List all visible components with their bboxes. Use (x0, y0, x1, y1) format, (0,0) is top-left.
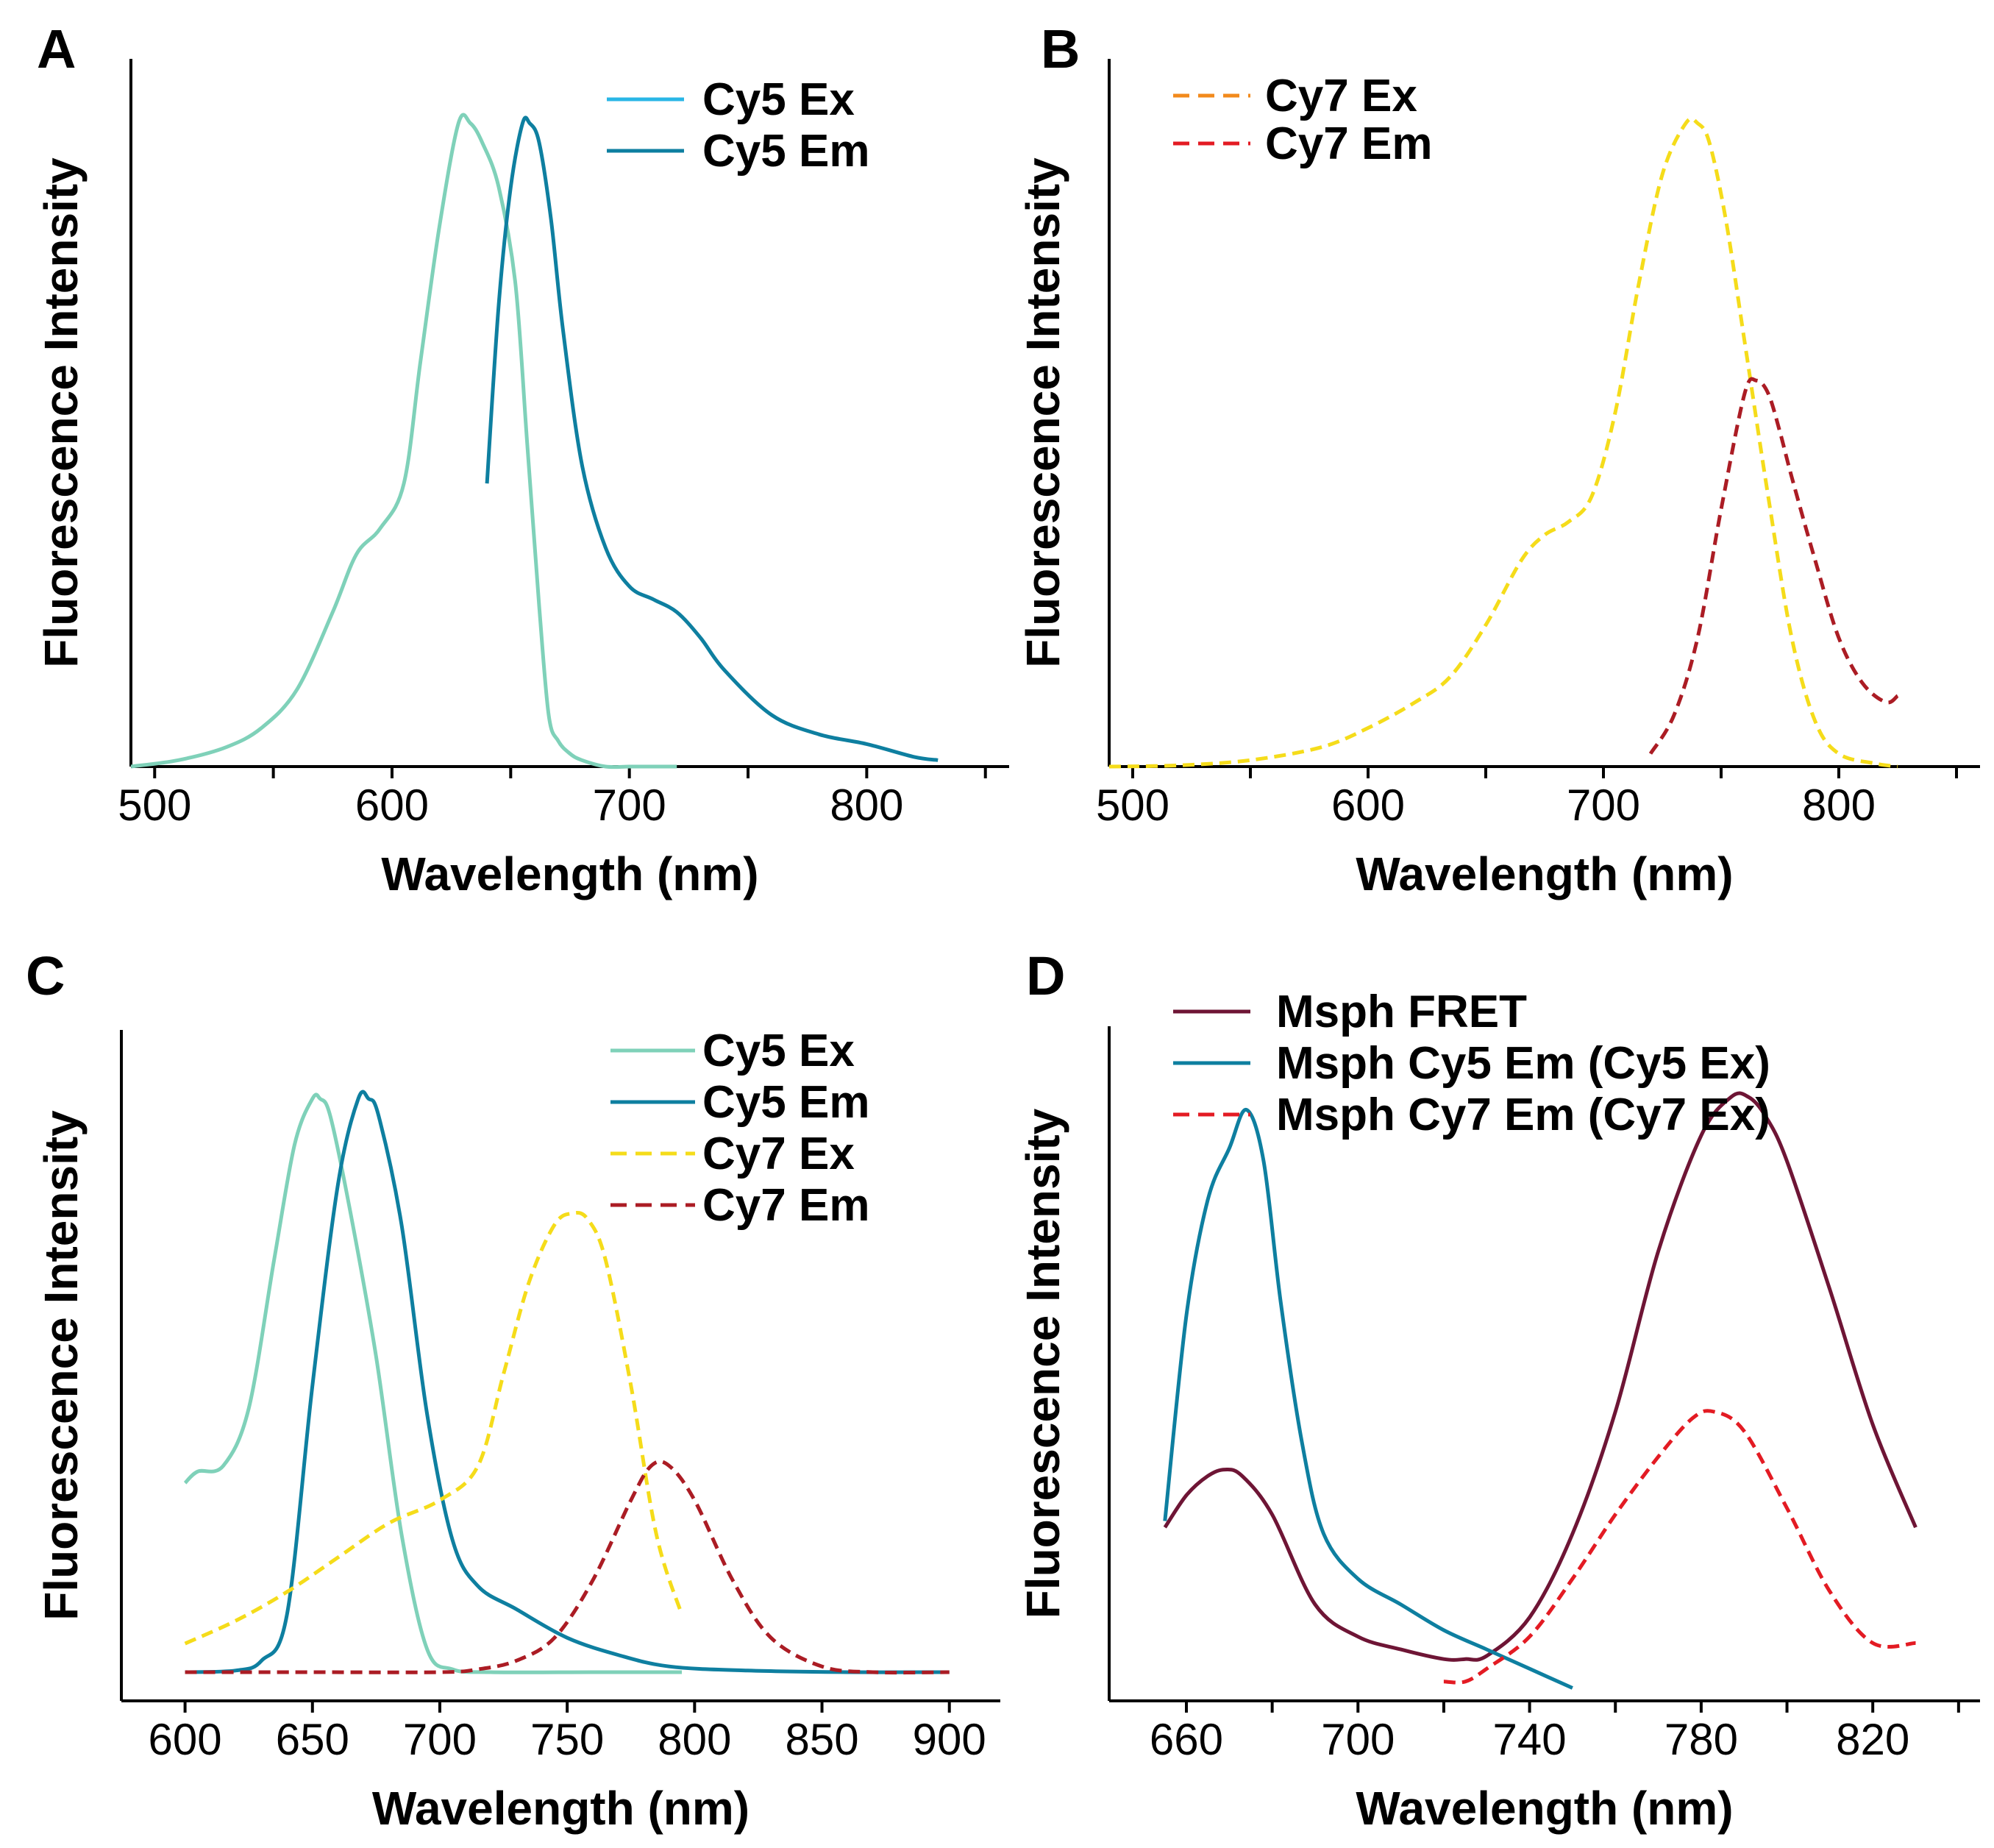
x-tick-label: 850 (785, 1715, 858, 1764)
panel-letter: C (26, 945, 65, 1006)
y-axis-title: Fluorescence Intensity (1016, 1108, 1069, 1618)
x-tick-label: 600 (355, 781, 429, 830)
series-line-cy7-ex (184, 1211, 684, 1646)
legend-label: Msph Cy5 Em (Cy5 Ex) (1276, 1038, 1770, 1089)
x-tick-label: 700 (593, 781, 666, 830)
x-tick-label: 650 (276, 1715, 349, 1764)
series-line-cy7-em (185, 1460, 950, 1675)
series-line-cy5-em (485, 115, 939, 762)
panel-c: C 600 650 700 750 800 850 900 Wavelength (nm) Flu… (26, 945, 1000, 1835)
x-tick-label: 750 (530, 1715, 604, 1764)
x-axis-title: Wavelength (nm) (1356, 1782, 1733, 1835)
x-tick-label: 800 (1802, 781, 1876, 830)
panel-b: B 500 600 700 800 Wavelength (nm) Fluorescence… (1016, 18, 1980, 900)
x-tick-label: 700 (1567, 781, 1640, 830)
series-line-msph-cy7-em-cy7-ex (1443, 1409, 1916, 1685)
x-tick-label: 660 (1150, 1715, 1223, 1764)
x-tick-label: 700 (1321, 1715, 1395, 1764)
x-tick-label: 820 (1836, 1715, 1909, 1764)
series-line-cy5-em (185, 1090, 950, 1674)
x-tick-label: 600 (1331, 781, 1405, 830)
x-tick-label: 700 (403, 1715, 477, 1764)
x-tick-label: 780 (1664, 1715, 1738, 1764)
legend-label: Msph Cy7 Em (Cy7 Ex) (1276, 1090, 1770, 1140)
panel-a: A 500 600 700 800 Wavelength (nm) Fluorescence… (35, 18, 1009, 900)
y-axis-title: Fluorescence Intensity (35, 157, 88, 668)
legend-label: Msph FRET (1276, 987, 1527, 1037)
series-line-cy5-ex (130, 113, 677, 770)
panel-d: D 660 700 740 780 820 Wavelength (nm) Fluoresce… (1016, 945, 1980, 1835)
panel-letter: A (37, 18, 76, 79)
x-tick-label: 800 (658, 1715, 731, 1764)
legend-label: Cy5 Ex (702, 1026, 855, 1076)
panel-letter: D (1026, 945, 1065, 1006)
series-line-msph-cy5-em-cy5-ex (1163, 1108, 1573, 1690)
legend-label: Cy5 Ex (702, 74, 855, 125)
y-axis-title: Fluorescence Intensity (35, 1110, 88, 1621)
x-tick-label: 800 (830, 781, 903, 830)
x-axis-title: Wavelength (nm) (372, 1782, 749, 1835)
y-axis-title: Fluorescence Intensity (1016, 157, 1069, 668)
x-tick-label: 600 (149, 1715, 222, 1764)
series-line-cy5-ex (183, 1092, 682, 1674)
panel-letter: B (1041, 18, 1080, 79)
legend-label: Cy7 Em (1265, 118, 1432, 169)
x-tick-label: 900 (913, 1715, 986, 1764)
legend-label: Cy7 Ex (1265, 71, 1417, 121)
legend-label: Cy5 Em (702, 1077, 869, 1128)
series-line-cy7-ex (1108, 116, 1898, 769)
x-tick-label: 500 (1096, 781, 1169, 830)
legend-label: Cy7 Ex (702, 1129, 855, 1179)
series-line-msph-fret (1163, 1091, 1918, 1662)
legend-label: Cy5 Em (702, 126, 869, 177)
x-axis-title: Wavelength (nm) (381, 847, 758, 900)
x-axis-title: Wavelength (nm) (1356, 847, 1733, 900)
x-tick-label: 500 (118, 781, 191, 830)
legend-label: Cy7 Em (702, 1180, 869, 1231)
series-line-cy7-em (1648, 377, 1899, 755)
x-tick-label: 740 (1493, 1715, 1567, 1764)
